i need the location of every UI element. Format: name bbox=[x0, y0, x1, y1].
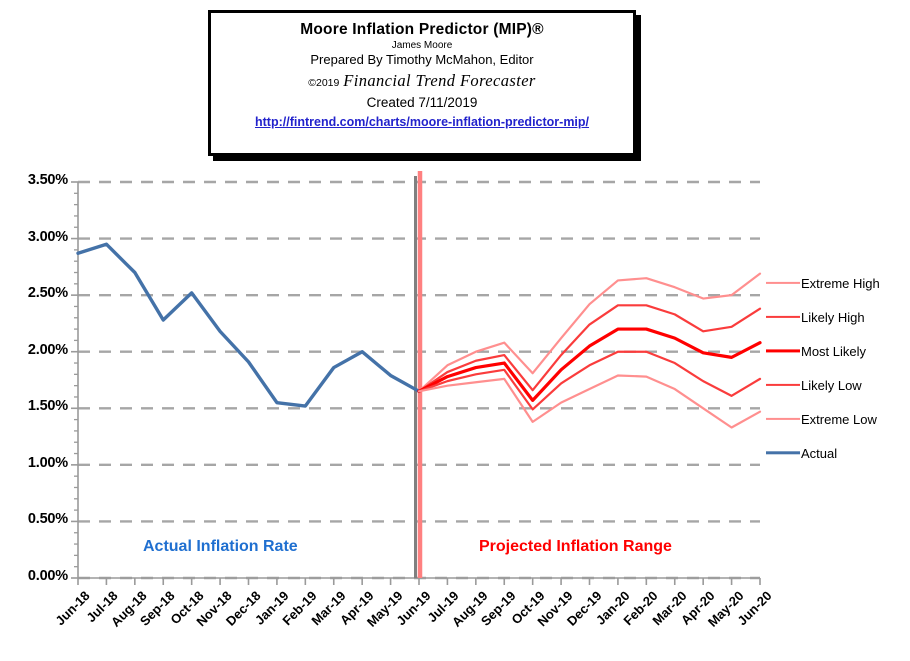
legend-item-label: Likely Low bbox=[801, 377, 862, 393]
copyright-mark: ©2019 bbox=[308, 77, 340, 89]
legend-line-swatch-icon bbox=[766, 446, 800, 460]
legend-item-label: Actual bbox=[801, 445, 838, 461]
y-tick-label-0.50%: 0.50% bbox=[27, 511, 68, 528]
legend-item-extreme-high[interactable]: Extreme High bbox=[766, 266, 906, 300]
prepared-by-line: Prepared By Timothy McMahon, Editor bbox=[310, 52, 534, 67]
y-tick-label-3.50%: 3.50% bbox=[27, 172, 68, 188]
series-line-most-likely bbox=[417, 327, 762, 402]
author-name: James Moore bbox=[391, 40, 453, 51]
legend-line-swatch-icon bbox=[766, 310, 800, 324]
y-tick-label-1.50%: 1.50% bbox=[27, 398, 68, 415]
title-block: Moore Inflation Predictor (MIP)® James M… bbox=[208, 10, 636, 156]
legend-item-likely-high[interactable]: Likely High bbox=[766, 300, 906, 334]
y-tick-label-1.00%: 1.00% bbox=[27, 454, 68, 471]
series-line-extreme-low bbox=[417, 374, 762, 429]
copyright-line: ©2019 Financial Trend Forecaster bbox=[211, 71, 633, 91]
y-tick-label-2.00%: 2.00% bbox=[27, 341, 68, 358]
source-url-link[interactable]: http://fintrend.com/charts/moore-inflati… bbox=[254, 115, 590, 129]
y-tick-label-2.50%: 2.50% bbox=[27, 285, 68, 302]
series-line-likely-high bbox=[417, 304, 762, 393]
projected-inflation-annotation: Projected Inflation Range bbox=[479, 538, 672, 555]
legend-line-swatch-icon bbox=[766, 412, 800, 426]
legend-item-actual[interactable]: Actual bbox=[766, 436, 906, 470]
page-title: Moore Inflation Predictor (MIP)® bbox=[300, 21, 544, 38]
legend-item-label: Extreme Low bbox=[801, 411, 877, 427]
series-line-actual bbox=[76, 242, 421, 408]
legend-line-swatch-icon bbox=[766, 344, 800, 358]
legend-item-most-likely[interactable]: Most Likely bbox=[766, 334, 906, 368]
legend-line-swatch-icon bbox=[766, 276, 800, 290]
chart-legend: Extreme High Likely High Most Likely Likely… bbox=[766, 266, 906, 470]
legend-item-label: Likely High bbox=[801, 309, 865, 325]
legend-line-swatch-icon bbox=[766, 378, 800, 392]
legend-item-extreme-low[interactable]: Extreme Low bbox=[766, 402, 906, 436]
created-date: Created 7/11/2019 bbox=[366, 95, 478, 110]
publisher-name: Financial Trend Forecaster bbox=[343, 71, 536, 90]
legend-item-likely-low[interactable]: Likely Low bbox=[766, 368, 906, 402]
y-tick-label-0.00%: 0.00% bbox=[27, 568, 68, 584]
y-tick-label-3.00%: 3.00% bbox=[27, 228, 68, 245]
actual-inflation-annotation: Actual Inflation Rate bbox=[143, 538, 298, 555]
legend-item-label: Extreme High bbox=[801, 275, 880, 291]
series-line-likely-low bbox=[417, 350, 762, 411]
series-line-extreme-high bbox=[417, 272, 762, 393]
legend-item-label: Most Likely bbox=[801, 343, 867, 359]
